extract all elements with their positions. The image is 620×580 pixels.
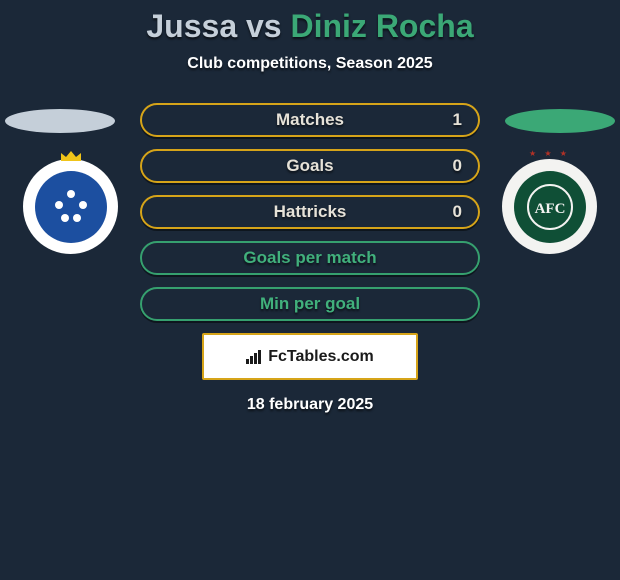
brand-logo: FcTables.com <box>202 333 418 380</box>
stat-label: Hattricks <box>274 202 347 222</box>
stat-pill-min-per-goal: Min per goal <box>140 287 480 321</box>
stat-label: Matches <box>276 110 344 130</box>
club-badge-right-inner: AFC <box>514 171 586 243</box>
stat-value: 0 <box>453 156 462 176</box>
club-right-monogram-icon: AFC <box>526 183 574 231</box>
stat-value: 0 <box>453 202 462 222</box>
subtitle: Club competitions, Season 2025 <box>0 55 620 73</box>
player2-color-ellipse <box>505 109 615 133</box>
main-content: ★ ★ ★ AFC Matches 1 Goals 0 Hattricks 0 … <box>0 103 620 414</box>
bar-chart-icon <box>246 350 264 364</box>
stars-icon: ★ ★ ★ <box>529 149 570 158</box>
svg-text:AFC: AFC <box>534 201 565 217</box>
club-badge-left <box>23 159 118 254</box>
club-badge-right: ★ ★ ★ AFC <box>502 159 597 254</box>
stat-pill-matches: Matches 1 <box>140 103 480 137</box>
stat-pill-goals: Goals 0 <box>140 149 480 183</box>
brand-text: FcTables.com <box>268 348 374 366</box>
stat-pills: Matches 1 Goals 0 Hattricks 0 Goals per … <box>140 103 480 321</box>
stat-label: Min per goal <box>260 294 360 314</box>
page-title: Jussa vs Diniz Rocha <box>0 0 620 45</box>
stat-label: Goals per match <box>243 248 376 268</box>
date-text: 18 february 2025 <box>0 396 620 414</box>
player1-color-ellipse <box>5 109 115 133</box>
player1-name: Jussa <box>146 8 237 44</box>
stat-value: 1 <box>453 110 462 130</box>
club-badge-left-inner <box>35 171 107 243</box>
stat-pill-hattricks: Hattricks 0 <box>140 195 480 229</box>
vs-text: vs <box>246 8 282 44</box>
stat-label: Goals <box>286 156 333 176</box>
stat-pill-goals-per-match: Goals per match <box>140 241 480 275</box>
player2-name: Diniz Rocha <box>290 8 473 44</box>
club-left-stars-icon <box>43 179 99 235</box>
crown-icon <box>59 149 83 161</box>
